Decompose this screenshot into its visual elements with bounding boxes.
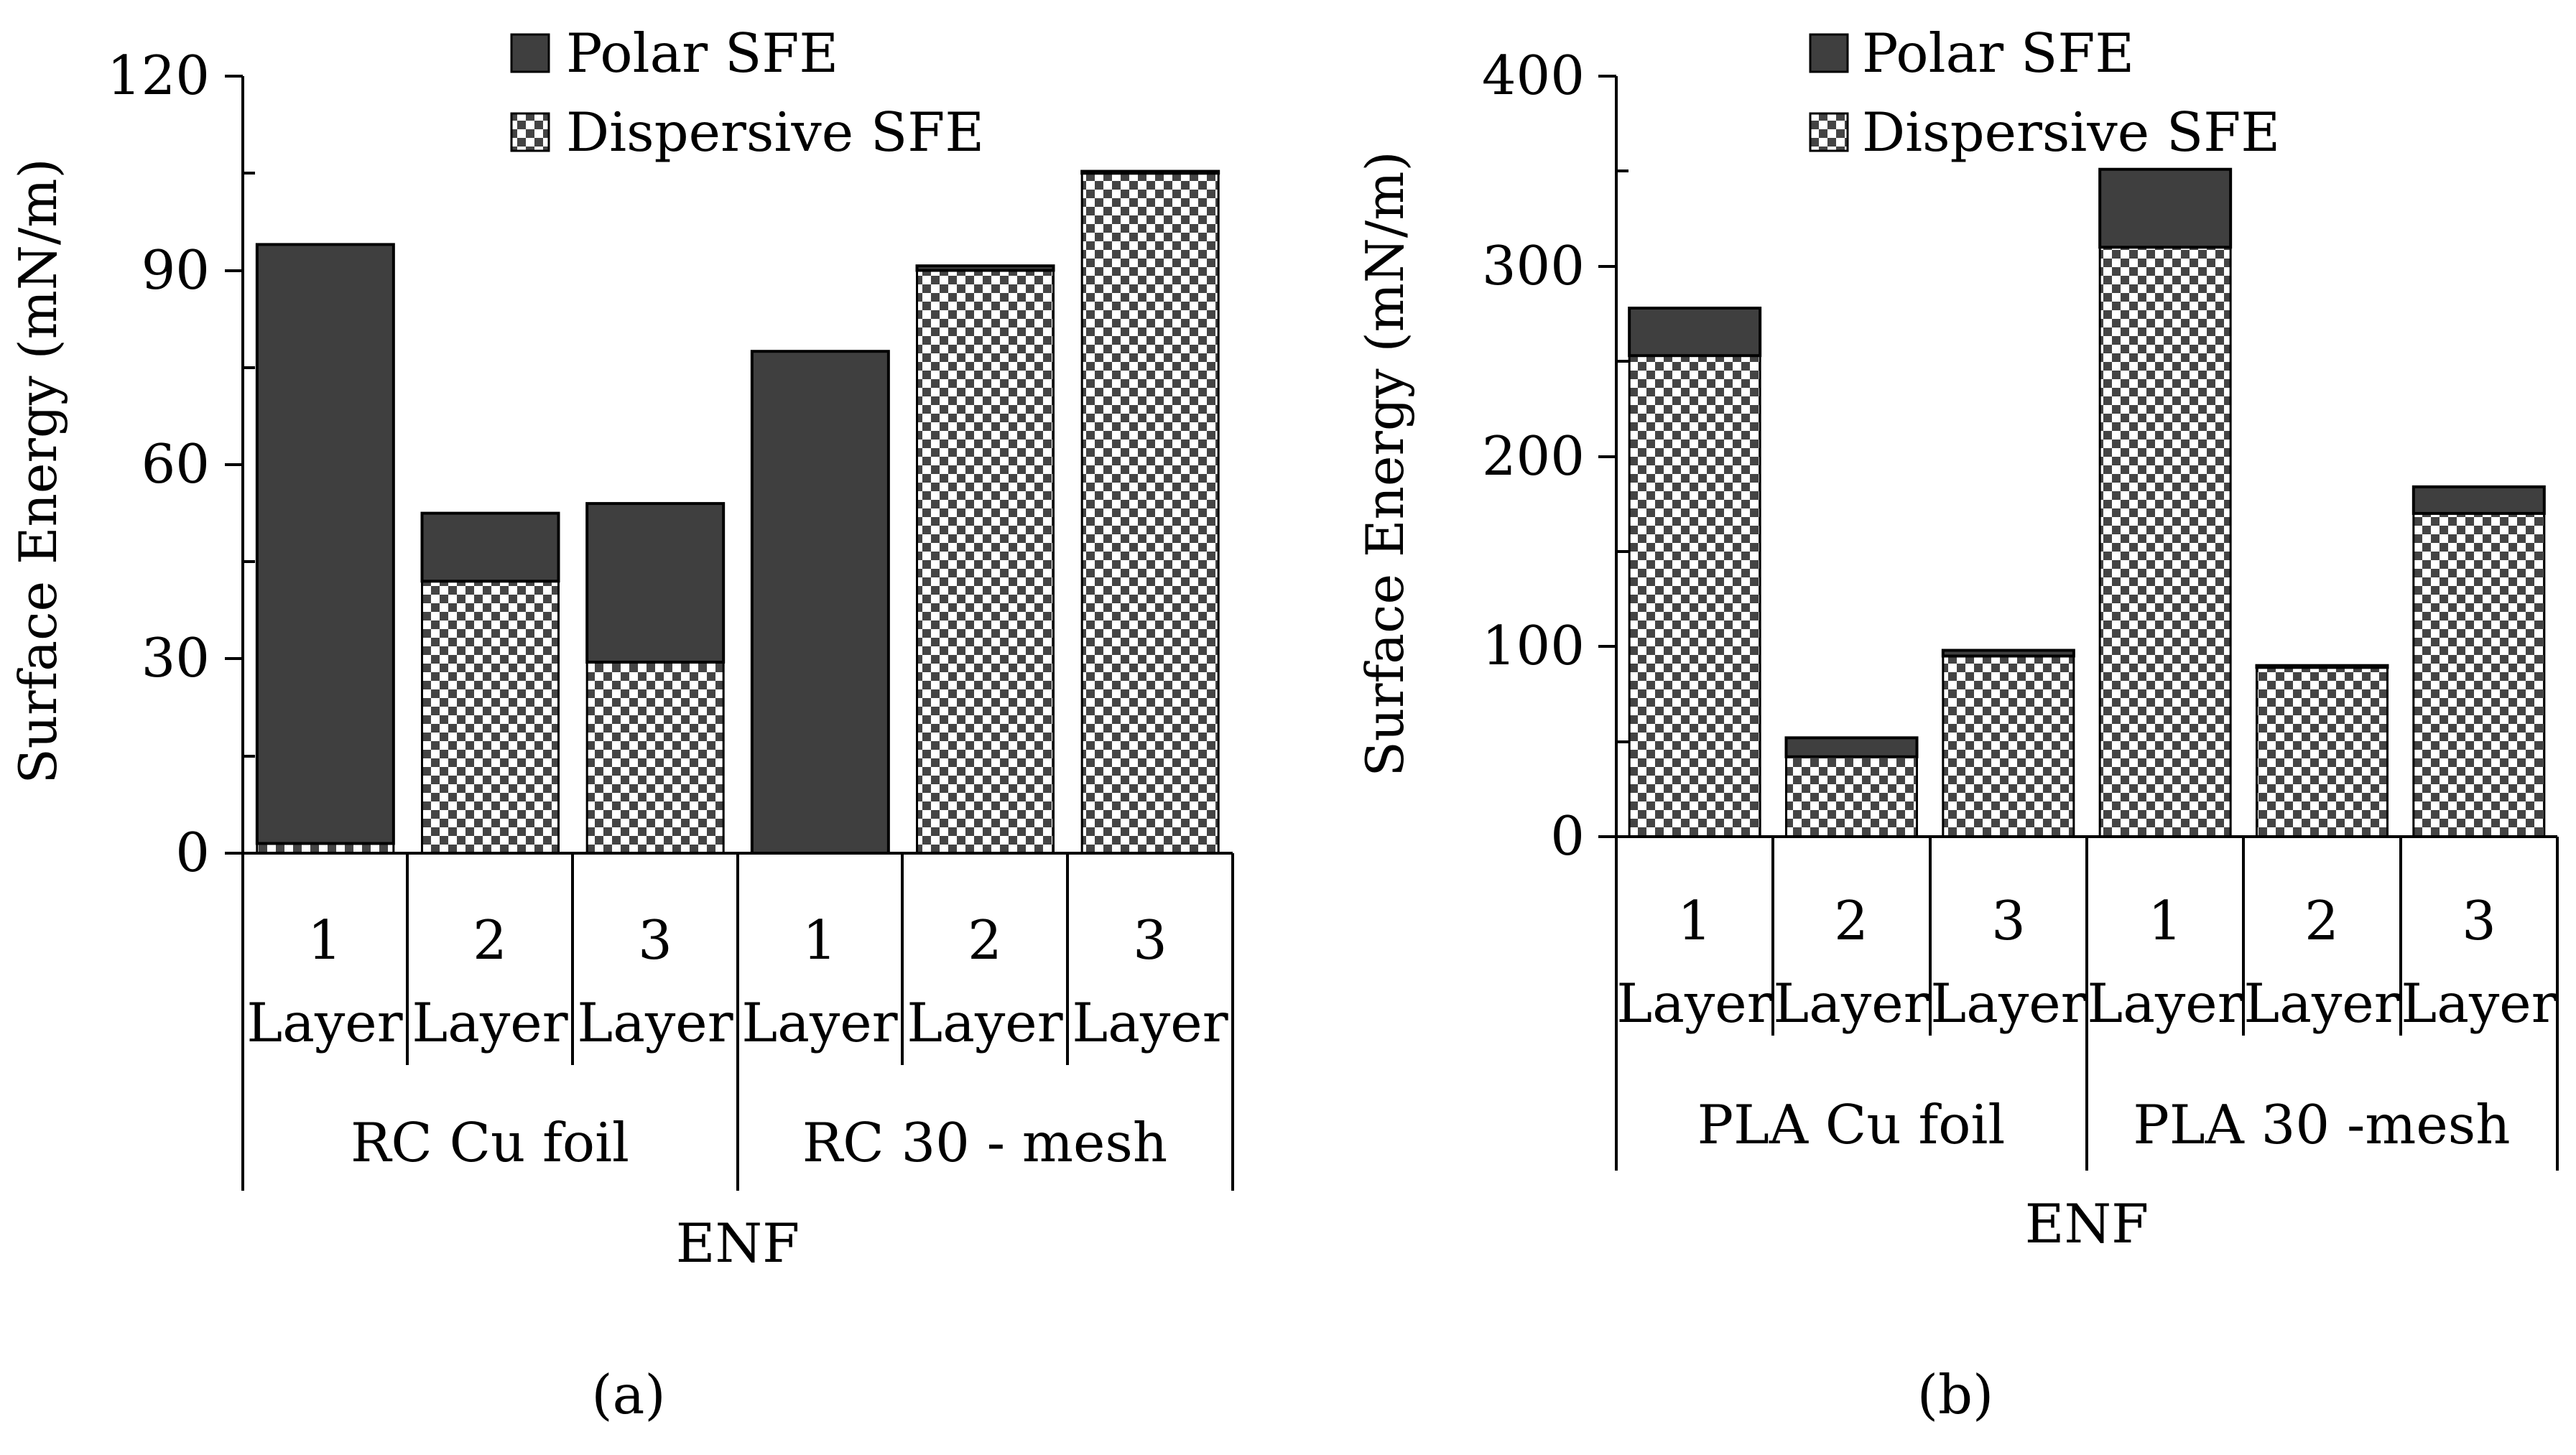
chart-a-bar-dispersive-1 xyxy=(256,842,395,855)
chart-b-cat-num-5: 2 xyxy=(2304,889,2339,952)
chart-a-bar-polar-5 xyxy=(915,264,1055,272)
chart-a-bar-polar-2 xyxy=(420,511,560,583)
chart-a-legend: Polar SFE Dispersive SFE xyxy=(510,22,984,164)
chart-b-cat-unit-6: Layer xyxy=(2401,972,2557,1035)
chart-b-cat-unit-5: Layer xyxy=(2243,972,2399,1035)
chart-a-bar-dispersive-5 xyxy=(916,269,1055,855)
chart-a-bar-dispersive-2 xyxy=(421,580,560,855)
chart-a-cat-num-6: 3 xyxy=(1133,908,1167,972)
chart-b-bar-dispersive-1 xyxy=(1628,354,1761,838)
chart-a-legend-polar-swatch xyxy=(510,33,550,73)
chart-a-bar-polar-1 xyxy=(255,243,395,845)
chart-b-legend: Polar SFE Dispersive SFE xyxy=(1809,22,2280,164)
chart-a-y-axis-label: Surface Energy (mN/m) xyxy=(8,158,68,784)
chart-a-cat-unit-5: Layer xyxy=(907,991,1062,1054)
chart-b-cat-num-2: 2 xyxy=(1834,889,1868,952)
chart-b-cat-num-3: 3 xyxy=(1991,889,2026,952)
chart-b-bar-polar-3 xyxy=(1941,649,2075,658)
chart-b-bar-dispersive-3 xyxy=(1942,654,2075,838)
chart-b-tick-label-300: 300 xyxy=(1482,234,1585,297)
chart-a-tick-label-30: 30 xyxy=(142,626,210,689)
chart-b-tick-label-400: 400 xyxy=(1482,44,1585,107)
chart-b-tick-label-100: 100 xyxy=(1482,614,1585,677)
chart-a-cat-unit-1: Layer xyxy=(246,991,402,1054)
chart-b-cat-num-1: 1 xyxy=(1677,889,1712,952)
chart-a-bar-dispersive-3 xyxy=(585,661,725,855)
chart-b-group-label-1: PLA Cu foil xyxy=(1697,1093,2006,1156)
chart-b-cat-unit-2: Layer xyxy=(1773,972,1929,1035)
chart-b-bars xyxy=(1628,167,2546,838)
chart-a-bar-polar-4 xyxy=(750,350,890,855)
chart-a-cat-num-4: 1 xyxy=(802,908,837,972)
chart-b-legend-dispersive-label: Dispersive SFE xyxy=(1862,101,2280,164)
chart-b-cat-num-6: 3 xyxy=(2462,889,2496,952)
chart-a-cat-num-3: 3 xyxy=(638,908,672,972)
chart-a-group-label-1: RC Cu foil xyxy=(351,1111,629,1174)
chart-a-bars xyxy=(255,169,1220,855)
chart-b-bar-polar-5 xyxy=(2255,664,2389,669)
chart-b-bar-dispersive-2 xyxy=(1784,756,1918,838)
chart-a-cat-unit-2: Layer xyxy=(412,991,567,1054)
chart-b-bar-dispersive-6 xyxy=(2412,512,2546,838)
chart-a-cat-unit-6: Layer xyxy=(1072,991,1228,1054)
chart-b-bar-polar-1 xyxy=(1628,306,1762,358)
chart-a-cat-num-5: 2 xyxy=(968,908,1002,972)
chart-a-cat-unit-4: Layer xyxy=(741,991,897,1054)
chart-b-cat-unit-1: Layer xyxy=(1616,972,1772,1035)
chart-a-bar-dispersive-6 xyxy=(1080,172,1220,855)
chart-b-bar-polar-4 xyxy=(2098,167,2233,249)
chart-a-group-label-2: RC 30 - mesh xyxy=(802,1111,1167,1174)
chart-a-tick-label-90: 90 xyxy=(142,238,210,302)
chart-a-legend-dispersive-swatch xyxy=(510,112,550,152)
chart-a-tick-label-60: 60 xyxy=(142,432,210,496)
chart-b-legend-polar-label: Polar SFE xyxy=(1862,22,2134,85)
chart-a-cat-num-1: 1 xyxy=(307,908,342,972)
chart-a-bar-polar-3 xyxy=(585,502,726,664)
chart-b-caption: (b) xyxy=(1917,1363,1994,1426)
chart-a: Surface Energy (mN/m) Polar SFE Dispersi… xyxy=(8,22,1234,1426)
chart-a-tick-label-0: 0 xyxy=(175,821,210,884)
chart-b-x-axis-title: ENF xyxy=(2025,1192,2149,1255)
chart-a-tick-label-120: 120 xyxy=(107,44,210,107)
chart-b-cat-unit-3: Layer xyxy=(1930,972,2086,1035)
chart-b-tick-label-200: 200 xyxy=(1482,424,1585,488)
chart-b-group-label-2: PLA 30 -mesh xyxy=(2133,1093,2510,1156)
chart-b-bar-dispersive-4 xyxy=(2098,246,2232,838)
chart-b-tick-label-0: 0 xyxy=(1550,804,1585,868)
chart-a-cat-num-2: 2 xyxy=(473,908,507,972)
chart-b-bar-polar-2 xyxy=(1784,736,1919,758)
chart-b-legend-dispersive-swatch xyxy=(1809,112,1849,152)
chart-b-y-axis-label: Surface Energy (mN/m) xyxy=(1355,151,1415,776)
chart-a-legend-dispersive-label: Dispersive SFE xyxy=(566,101,984,164)
chart-b-bar-polar-6 xyxy=(2411,485,2546,515)
chart-b-legend-polar-swatch xyxy=(1809,33,1849,73)
chart-a-legend-polar-label: Polar SFE xyxy=(566,22,838,85)
chart-b: Surface Energy (mN/m) Polar SFE Dispersi… xyxy=(1355,22,2559,1426)
chart-b-bar-dispersive-5 xyxy=(2255,666,2389,838)
chart-a-cat-unit-3: Layer xyxy=(577,991,733,1054)
chart-a-bar-polar-6 xyxy=(1080,169,1220,175)
chart-a-x-axis-title: ENF xyxy=(676,1212,800,1275)
chart-a-caption: (a) xyxy=(591,1363,665,1426)
chart-b-cat-unit-4: Layer xyxy=(2087,972,2243,1035)
chart-b-cat-num-4: 1 xyxy=(2148,889,2182,952)
